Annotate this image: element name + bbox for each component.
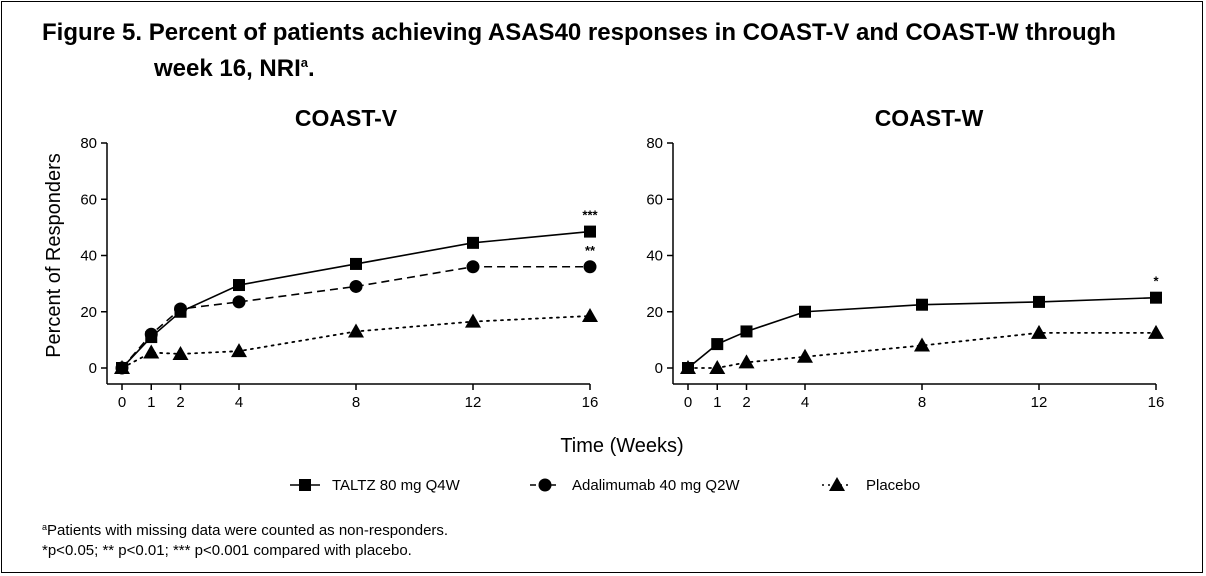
data-point — [348, 323, 364, 338]
y-axis-label: Percent of Responders — [43, 153, 65, 358]
footnote-pvalues: *p<0.05; ** p<0.01; *** p<0.001 compared… — [42, 542, 412, 559]
x-tick-label: 1 — [713, 394, 721, 411]
panel-title: COAST-V — [295, 105, 398, 131]
data-point — [1031, 324, 1047, 339]
x-tick-label: 8 — [352, 394, 360, 411]
data-point — [465, 313, 481, 328]
series-triangle — [114, 307, 598, 374]
x-axis-label: Time (Weeks) — [560, 435, 683, 457]
y-tick-label: 40 — [646, 248, 663, 265]
figure-title: Figure 5. Percent of patients achieving … — [42, 18, 1192, 84]
significance-annotation: * — [1153, 274, 1159, 289]
x-tick-label: 0 — [118, 394, 126, 411]
footnote-a: aPatients with missing data were counted… — [42, 522, 448, 539]
data-point — [711, 338, 724, 351]
x-tick-label: 4 — [235, 394, 243, 411]
legend: TALTZ 80 mg Q4W Adalimumab 40 mg Q2W Place… — [290, 477, 920, 494]
x-tick-label: 16 — [582, 394, 599, 411]
y-tick-label: 80 — [646, 135, 663, 152]
data-point — [349, 279, 363, 293]
legend-marker — [829, 477, 845, 491]
footnote-a-text: Patients with missing data were counted … — [47, 522, 449, 539]
data-point — [1033, 295, 1045, 308]
x-tick-label: 2 — [176, 394, 184, 411]
y-tick-label: 20 — [80, 304, 97, 321]
data-point — [1150, 291, 1162, 304]
data-point — [231, 343, 247, 358]
data-point — [174, 302, 187, 316]
figure-title-superscript: a — [300, 55, 308, 70]
data-point — [797, 348, 813, 363]
data-point — [232, 295, 246, 309]
data-point — [466, 260, 480, 274]
x-tick-label: 12 — [465, 394, 482, 411]
x-tick-label: 12 — [1031, 394, 1048, 411]
y-tick-label: 60 — [80, 191, 97, 208]
panel-title: COAST-W — [875, 105, 984, 131]
y-tick-label: 20 — [646, 304, 663, 321]
legend-marker — [299, 479, 311, 491]
data-point — [709, 360, 726, 374]
figure-title-line2: week 16, NRIa. — [42, 48, 1192, 84]
series-circle: ** — [115, 243, 597, 375]
data-point — [583, 260, 597, 274]
data-point — [916, 298, 928, 311]
data-point — [1148, 324, 1164, 339]
x-tick-label: 0 — [684, 394, 692, 411]
data-point — [114, 360, 130, 374]
data-point — [680, 360, 696, 374]
data-point — [144, 327, 158, 341]
data-point — [582, 307, 598, 322]
data-point — [738, 354, 755, 369]
x-tick-label: 2 — [742, 394, 750, 411]
y-tick-label: 0 — [89, 360, 97, 377]
legend-label: Placebo — [866, 477, 920, 494]
data-point — [584, 225, 596, 238]
figure-title-line2-text: week 16, NRI — [154, 55, 301, 82]
y-tick-label: 60 — [646, 191, 663, 208]
data-point — [914, 337, 930, 352]
y-tick-label: 40 — [80, 248, 97, 265]
legend-item: Placebo — [822, 477, 920, 494]
legend-marker — [538, 478, 552, 492]
figure-title-end: . — [307, 55, 315, 82]
series-line — [121, 230, 591, 369]
legend-item: Adalimumab 40 mg Q2W — [530, 477, 740, 494]
data-point — [799, 305, 811, 318]
data-point — [143, 344, 160, 359]
x-tick-label: 4 — [801, 394, 809, 411]
data-point — [233, 279, 245, 292]
significance-annotation: ** — [585, 243, 596, 258]
x-tick-label: 1 — [147, 394, 155, 411]
data-point — [350, 257, 362, 270]
legend-item: TALTZ 80 mg Q4W — [290, 477, 461, 494]
data-point — [740, 325, 753, 338]
significance-annotation: *** — [582, 208, 598, 223]
figure-title-line1: Figure 5. Percent of patients achieving … — [42, 19, 1116, 46]
x-tick-label: 8 — [918, 394, 926, 411]
x-tick-label: 16 — [1148, 394, 1165, 411]
footnote-a-marker: a — [42, 522, 48, 532]
y-tick-label: 0 — [655, 360, 663, 377]
y-tick-label: 80 — [80, 135, 97, 152]
data-point — [467, 236, 479, 249]
series-square: * — [682, 274, 1162, 374]
legend-label: TALTZ 80 mg Q4W — [332, 477, 461, 494]
series-triangle — [680, 324, 1164, 374]
data-point — [172, 345, 189, 360]
legend-label: Adalimumab 40 mg Q2W — [572, 477, 740, 494]
